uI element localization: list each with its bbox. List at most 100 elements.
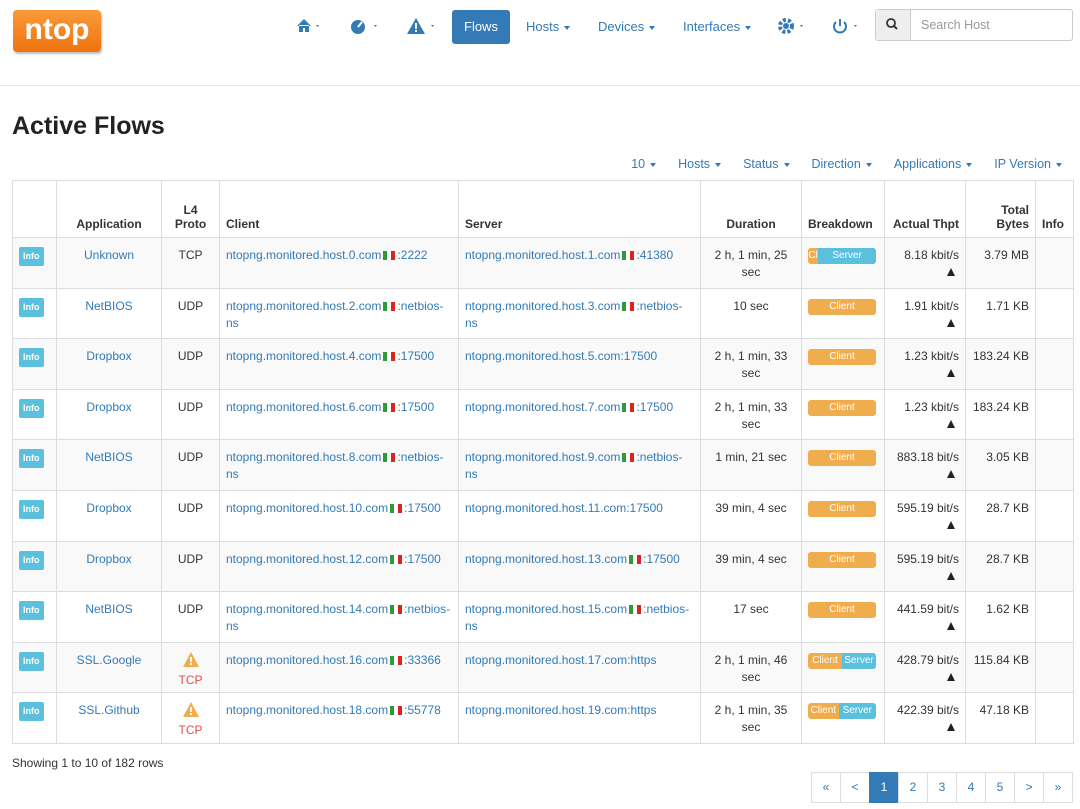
server-port[interactable]: :17500 (636, 399, 674, 414)
client-host[interactable]: ntopng.monitored.host.8.com (226, 450, 382, 465)
alerts-icon[interactable] (407, 18, 437, 34)
filter-dropdown[interactable]: 10 (631, 157, 657, 171)
server-host[interactable]: ntopng.monitored.host.7.com (465, 399, 621, 414)
nav-item[interactable]: Flows (452, 10, 510, 44)
header-cell: Duration (700, 180, 802, 238)
client-host[interactable]: ntopng.monitored.host.0.com (226, 248, 382, 262)
server-port[interactable]: :17500 (620, 349, 658, 364)
page-button[interactable]: 5 (985, 772, 1015, 803)
server-host[interactable]: ntopng.monitored.host.17.com (465, 652, 628, 667)
application-link[interactable]: NetBIOS (85, 602, 133, 617)
application-link[interactable]: Dropbox (86, 349, 132, 364)
application-link[interactable]: Dropbox (86, 551, 132, 566)
client-host[interactable]: ntopng.monitored.host.14.com (226, 602, 389, 617)
client-host[interactable]: ntopng.monitored.host.4.com (226, 349, 382, 364)
application-link[interactable]: Dropbox (86, 399, 132, 414)
client-port[interactable]: :17500 (397, 349, 435, 364)
filter-dropdown[interactable]: Applications (894, 157, 973, 171)
server-port[interactable]: :netbios-ns (465, 602, 690, 634)
application-link[interactable]: SSL.Github (78, 703, 140, 718)
page-button[interactable]: 3 (927, 772, 957, 803)
breakdown-segment: Client (808, 399, 876, 416)
info-badge[interactable]: Info (19, 601, 44, 621)
application-link[interactable]: Unknown (83, 248, 135, 262)
cell (1035, 692, 1074, 744)
caret (783, 162, 790, 167)
client-port[interactable]: :2222 (397, 248, 428, 262)
page-button[interactable]: 1 (869, 772, 899, 803)
client-host[interactable]: ntopng.monitored.host.12.com (226, 551, 389, 566)
logo[interactable]: ntop (13, 10, 101, 52)
info-badge[interactable]: Info (19, 651, 44, 671)
server-host[interactable]: ntopng.monitored.host.9.com (465, 450, 621, 465)
filter-dropdown[interactable]: IP Version (994, 157, 1062, 171)
info-badge[interactable]: Info (19, 550, 44, 570)
search-box[interactable]: Search Host (875, 9, 1073, 41)
client-port[interactable]: :33366 (404, 652, 441, 667)
client-port[interactable]: :55778 (404, 703, 441, 718)
server-host[interactable]: ntopng.monitored.host.13.com (465, 551, 628, 566)
client-port[interactable]: :17500 (404, 500, 441, 515)
server-port[interactable]: :netbios-ns (465, 450, 683, 482)
page-button[interactable]: > (1014, 772, 1044, 803)
info-badge[interactable]: Info (19, 398, 44, 418)
server-host[interactable]: ntopng.monitored.host.3.com (465, 298, 621, 313)
client-host[interactable]: ntopng.monitored.host.10.com (226, 500, 389, 515)
server-host[interactable]: ntopng.monitored.host.1.com (465, 248, 621, 262)
country-flag (383, 251, 396, 260)
server-host[interactable]: ntopng.monitored.host.5.com (465, 349, 621, 364)
search-icon[interactable] (876, 10, 911, 40)
page-button[interactable]: < (840, 772, 870, 803)
nav-item[interactable]: Devices (598, 10, 656, 44)
breakdown-bar: Client (808, 551, 876, 568)
application-link[interactable]: SSL.Google (76, 652, 142, 667)
client-port[interactable]: :17500 (397, 399, 435, 414)
filter-dropdown[interactable]: Hosts (678, 157, 722, 171)
settings-icon[interactable] (778, 18, 808, 34)
nav-item[interactable]: Hosts (526, 10, 571, 44)
server-host[interactable]: ntopng.monitored.host.19.com (465, 703, 628, 718)
server-port[interactable]: :17500 (626, 500, 663, 515)
page-button[interactable]: 2 (898, 772, 928, 803)
client-port[interactable]: :netbios-ns (226, 298, 444, 330)
nav-separator (0, 85, 1080, 86)
home-icon[interactable] (296, 18, 322, 34)
client-host[interactable]: ntopng.monitored.host.2.com (226, 298, 382, 313)
client-host[interactable]: ntopng.monitored.host.16.com (226, 652, 389, 667)
application-link[interactable]: NetBIOS (85, 450, 133, 465)
cell: TCP (161, 692, 220, 744)
server-port[interactable]: :https (627, 652, 657, 667)
info-badge[interactable]: Info (19, 247, 44, 266)
server-host[interactable]: ntopng.monitored.host.11.com (465, 500, 627, 515)
page-button[interactable]: 4 (956, 772, 986, 803)
server-port[interactable]: :https (627, 703, 657, 718)
cell: Info (12, 338, 57, 390)
flow-row: Info Dropbox UDP ntopng.monitored.host.4.co… (12, 338, 1074, 390)
info-badge[interactable]: Info (19, 702, 44, 722)
page-button[interactable]: » (1043, 772, 1073, 803)
server-port[interactable]: :41380 (636, 248, 674, 262)
cell: UDP (161, 338, 220, 390)
dashboard-icon[interactable] (350, 18, 380, 34)
filter-dropdown[interactable]: Direction (812, 157, 872, 171)
info-badge[interactable]: Info (19, 348, 44, 368)
info-badge[interactable]: Info (19, 297, 44, 317)
cell: Dropbox (56, 489, 162, 542)
server-port[interactable]: :17500 (643, 551, 680, 566)
client-port[interactable]: :netbios-ns (226, 450, 444, 482)
client-port[interactable]: :netbios-ns (226, 602, 451, 634)
application-link[interactable]: Dropbox (86, 500, 132, 515)
client-port[interactable]: :17500 (404, 551, 441, 566)
filter-dropdown[interactable]: Status (743, 157, 790, 171)
application-link[interactable]: NetBIOS (85, 298, 133, 313)
client-host[interactable]: ntopng.monitored.host.6.com (226, 399, 382, 414)
nav-item[interactable]: Interfaces (683, 10, 752, 44)
power-icon[interactable] (832, 18, 862, 34)
page-button[interactable]: « (811, 772, 841, 803)
server-host[interactable]: ntopng.monitored.host.15.com (465, 602, 628, 617)
cell: ntopng.monitored.host.12.com :17500 (219, 540, 459, 593)
info-badge[interactable]: Info (19, 499, 44, 519)
client-host[interactable]: ntopng.monitored.host.18.com (226, 703, 389, 718)
info-badge[interactable]: Info (19, 449, 44, 469)
server-port[interactable]: :netbios-ns (465, 298, 683, 330)
